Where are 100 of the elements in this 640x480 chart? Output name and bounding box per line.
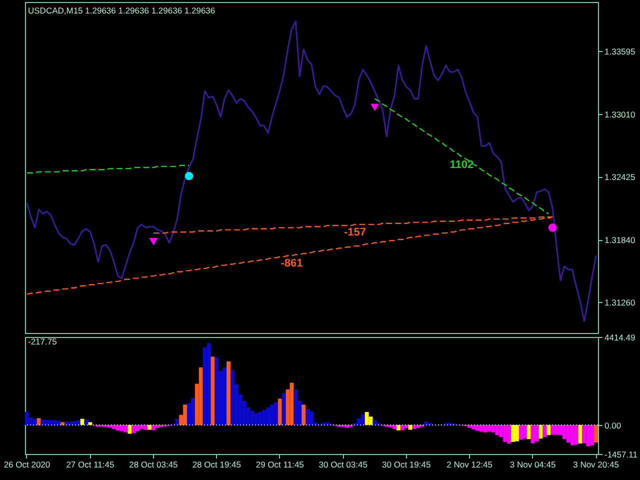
y-tick-label: 1.31260	[604, 297, 636, 308]
bar	[294, 389, 298, 425]
bar	[198, 367, 203, 425]
chart-title: -217.75	[28, 336, 58, 346]
bar	[562, 424, 566, 440]
bar	[546, 424, 551, 436]
bar	[25, 412, 29, 425]
bar	[64, 422, 68, 425]
bar	[468, 424, 472, 428]
bar	[48, 420, 53, 425]
bar	[511, 424, 516, 442]
bar	[472, 424, 476, 430]
bar	[515, 424, 519, 442]
bar	[88, 422, 92, 425]
x-tick-label: 30 Oct 19:45	[382, 460, 431, 470]
bar	[136, 424, 140, 432]
x-tick-label: 30 Oct 03:45	[318, 460, 368, 470]
bar	[72, 421, 76, 425]
bar	[400, 424, 404, 430]
bar	[226, 361, 230, 425]
x-tick-label: 27 Oct 11:45	[66, 460, 114, 470]
bar	[144, 424, 148, 430]
point	[149, 238, 158, 246]
bar	[578, 424, 582, 444]
bar	[32, 418, 37, 425]
bar	[396, 424, 400, 430]
x-tick-label: 2 Nov 12:45	[446, 460, 493, 470]
bar	[175, 418, 180, 425]
bar	[325, 422, 330, 425]
bar	[408, 424, 412, 430]
bar	[483, 424, 488, 432]
bar	[507, 424, 512, 444]
series-label: 1102	[450, 158, 474, 171]
series-label: -157	[344, 226, 366, 238]
bar	[128, 424, 132, 434]
line-series	[26, 20, 597, 322]
bar	[214, 357, 219, 425]
bar	[503, 424, 508, 442]
bar	[258, 412, 262, 425]
bar	[80, 418, 84, 425]
bar	[594, 424, 598, 442]
bar	[558, 424, 562, 436]
bar	[151, 424, 156, 430]
bar	[210, 356, 215, 425]
y-tick-label: -1457.11	[604, 450, 638, 460]
bar	[132, 424, 136, 434]
bar	[542, 424, 547, 438]
y-tick-label: 1.33010	[604, 109, 636, 120]
bar	[356, 418, 361, 425]
bar	[522, 424, 527, 439]
bar	[550, 424, 555, 435]
point	[548, 224, 557, 232]
bar	[108, 424, 112, 428]
x-tick-label: 28 Oct 03:45	[129, 460, 178, 470]
bar	[183, 404, 188, 425]
bar	[526, 424, 531, 440]
bar	[120, 424, 124, 432]
bar	[479, 424, 484, 432]
bar	[76, 420, 80, 425]
x-tick-label: 3 Nov 04:45	[510, 460, 556, 470]
bar	[392, 424, 396, 429]
bar	[538, 424, 543, 439]
line-series	[26, 164, 190, 174]
x-tick-label: 26 Oct 2020	[4, 460, 50, 470]
bar	[68, 422, 72, 425]
bar	[364, 412, 369, 425]
y-tick-label: 1.31840	[604, 235, 636, 246]
bar	[222, 367, 227, 425]
bar	[230, 370, 234, 425]
bar	[302, 404, 306, 425]
x-tick-label: 29 Oct 11:45	[256, 460, 304, 470]
point	[184, 172, 194, 180]
bar	[254, 413, 258, 425]
bar	[570, 424, 574, 446]
bar	[566, 424, 570, 442]
bar	[155, 424, 160, 428]
bar	[345, 424, 350, 428]
bar	[140, 424, 144, 429]
bar	[518, 424, 523, 440]
bar	[56, 420, 61, 425]
bar	[262, 410, 266, 425]
bar	[310, 411, 314, 425]
point	[370, 104, 379, 111]
bar	[274, 402, 278, 425]
bar	[202, 347, 207, 425]
bar	[360, 414, 365, 425]
series-label: -861	[280, 258, 303, 270]
bar	[416, 424, 420, 428]
bar	[40, 420, 45, 425]
bar	[475, 424, 480, 431]
bar	[250, 410, 254, 425]
bar	[487, 424, 492, 432]
bar	[266, 407, 270, 425]
bar	[148, 424, 152, 430]
bar	[116, 424, 120, 430]
bar	[278, 398, 282, 425]
bar	[491, 424, 496, 432]
bar	[60, 422, 65, 425]
bar	[190, 398, 195, 425]
bar	[388, 424, 393, 428]
